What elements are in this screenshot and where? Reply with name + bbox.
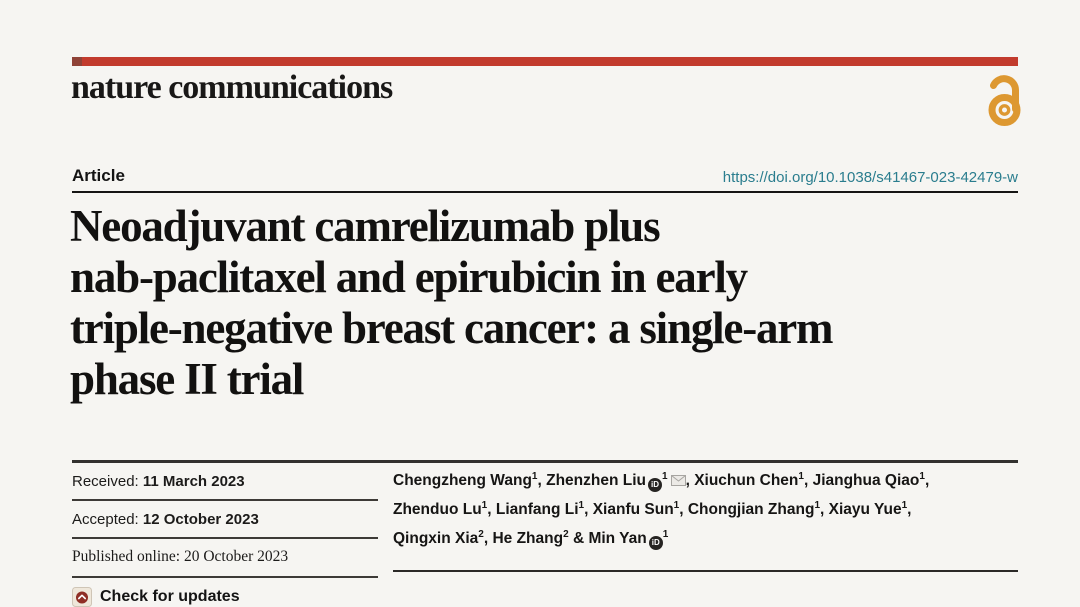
email-icon[interactable] [670,475,686,486]
header-divider [72,191,1018,193]
author-line: Zhenduo Lu1, Lianfang Li1, Xianfu Sun1, … [393,493,1025,522]
author-name: Zhenduo Lu1, [393,500,496,518]
masthead-red-bar [72,57,1018,66]
received-row: Received: 11 March 2023 [72,463,378,501]
affiliation-superscript: 1 [814,500,820,511]
affiliation-superscript: 1 [662,471,668,482]
author-name: Zhenzhen Liu iD1, [546,471,694,492]
affiliation-superscript: 1 [919,471,925,482]
received-label: Received: [72,473,139,490]
journal-wordmark: nature communications [71,69,393,106]
published-label: Published online: [72,548,181,565]
author-name: Lianfang Li1, [495,500,593,518]
author-name: Xianfu Sun1, [592,500,688,518]
crossmark-icon [72,587,92,607]
accepted-label: Accepted: [72,511,139,528]
check-for-updates-label: Check for updates [100,588,240,605]
info-band-top-rule [72,460,1018,463]
author-line: Qingxin Xia2, He Zhang2 & Min Yan iD1 [393,522,1025,551]
article-type-label: Article [72,166,125,185]
orcid-icon[interactable]: iD [648,535,663,550]
doi-link[interactable]: https://doi.org/10.1038/s41467-023-42479… [722,169,1018,186]
affiliation-superscript: 1 [578,500,585,511]
orcid-icon[interactable]: iD [648,477,662,492]
accepted-row: Accepted: 12 October 2023 [72,501,378,539]
received-date: 11 March 2023 [142,473,245,490]
affiliation-superscript: 2 [563,529,569,540]
article-title: Neoadjuvant camrelizumab plus nab-paclit… [70,201,1030,405]
check-for-updates-button[interactable]: Check for updates [72,578,378,607]
title-line: phase II trial [70,354,304,404]
open-access-icon[interactable] [985,73,1025,129]
author-name: Chongjian Zhang1, [687,500,829,518]
affiliation-superscript: 2 [478,529,484,540]
affiliation-superscript: 1 [531,471,538,482]
affiliation-superscript: 1 [481,500,488,511]
title-line: triple-negative breast cancer: a single-… [70,303,834,353]
authors-bottom-rule [393,570,1018,572]
affiliation-superscript: 1 [673,500,680,511]
dates-column: Received: 11 March 2023 Accepted: 12 Oct… [72,463,378,607]
affiliation-superscript: 1 [901,500,908,511]
title-line: nab-paclitaxel and epirubicin in early [70,252,748,302]
author-name: Chengzheng Wang1, [393,471,547,489]
accepted-date: 12 October 2023 [142,511,259,528]
author-list: Chengzheng Wang1, Zhenzhen Liu iD1, Xiuch… [393,464,1025,551]
author-name: Xiuchun Chen1, [694,471,813,489]
author-name: He Zhang2 & [492,529,589,547]
author-name: Qingxin Xia2, [393,529,493,547]
published-date: 20 October 2023 [183,548,289,565]
author-line: Chengzheng Wang1, Zhenzhen Liu iD1, Xiuch… [393,464,1025,493]
author-name: Jianghua Qiao1, [812,471,930,489]
masthead-red-bar-cap [72,57,82,66]
affiliation-superscript: 1 [662,529,669,540]
author-name: Xiayu Yue1, [828,500,912,518]
published-row: Published online: 20 October 2023 [72,539,378,578]
title-line: Neoadjuvant camrelizumab plus [70,201,661,251]
affiliation-superscript: 1 [798,471,804,482]
author-name: Min Yan iD1 [588,529,669,550]
